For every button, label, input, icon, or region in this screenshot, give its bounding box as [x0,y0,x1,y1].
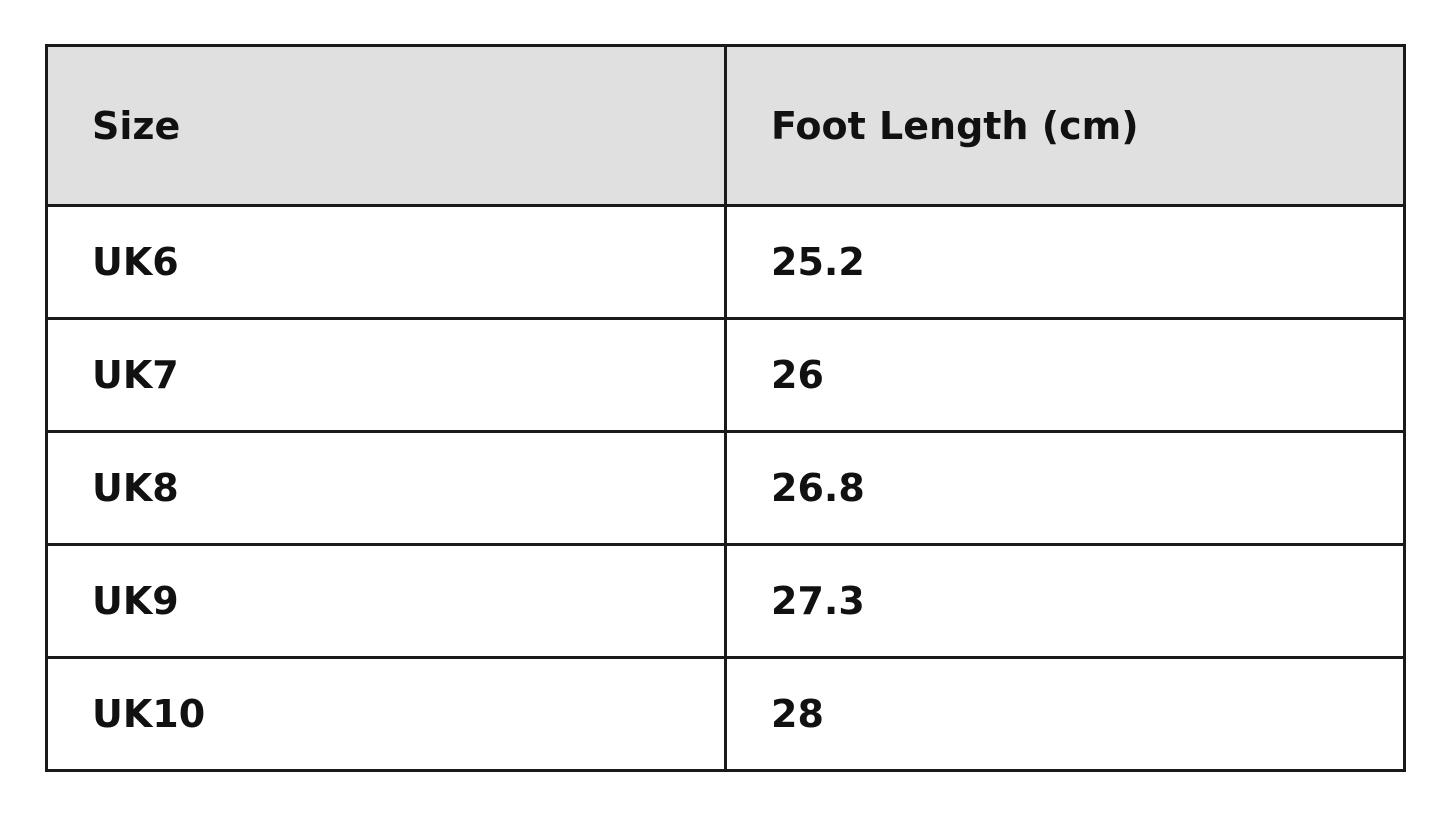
table-row: UK9 27.3 [45,543,1406,659]
header-cell: Size [45,44,727,207]
table-row: UK8 26.8 [45,430,1406,546]
table-header: Size Foot Length (cm) [45,44,1406,207]
table-row: UK10 28 [45,656,1406,772]
size-table: Size Foot Length (cm) UK6 25.2 UK7 26 UK8 26.… [45,44,1406,772]
size-cell: UK8 [45,430,727,546]
table-row: UK6 25.2 [45,204,1406,320]
length-cell: 26 [724,317,1406,433]
size-cell: UK7 [45,317,727,433]
header-cell: Foot Length (cm) [724,44,1406,207]
size-cell: UK9 [45,543,727,659]
header-row: Size Foot Length (cm) [45,44,1406,207]
length-cell: 25.2 [724,204,1406,320]
size-cell: UK10 [45,656,727,772]
size-cell: UK6 [45,204,727,320]
table-row: UK7 26 [45,317,1406,433]
table-body: UK6 25.2 UK7 26 UK8 26.8 UK9 27.3 UK10 28 [45,204,1406,772]
length-cell: 28 [724,656,1406,772]
length-cell: 26.8 [724,430,1406,546]
length-cell: 27.3 [724,543,1406,659]
